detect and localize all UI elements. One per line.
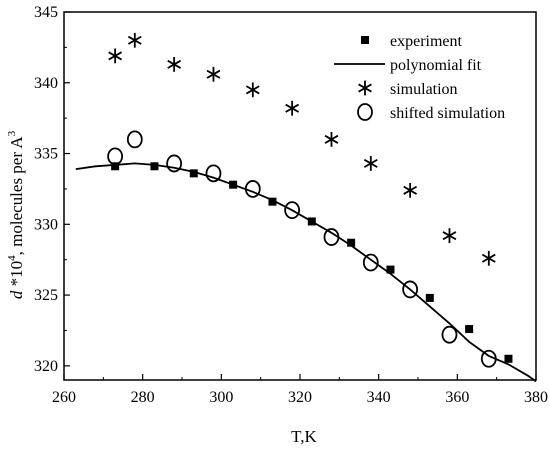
simulation-point	[363, 156, 378, 171]
x-tick-label: 380	[524, 389, 548, 406]
shifted-simulation-point	[362, 253, 379, 272]
simulation-point	[403, 182, 418, 198]
legend-label: polynomial fit	[390, 57, 482, 74]
experiment-point	[465, 325, 474, 334]
simulation-point	[324, 131, 339, 147]
shifted-simulation-point	[323, 228, 340, 246]
shifted-simulation-point	[166, 154, 183, 173]
legend-symbol-circle	[357, 103, 373, 121]
simulation-point	[285, 100, 300, 116]
shifted-simulation-point	[126, 130, 143, 149]
x-tick-label: 360	[445, 389, 469, 406]
simulation-point	[481, 250, 496, 266]
y-tick-label: 330	[34, 216, 58, 233]
y-axis-title: d *104, molecules per A3	[6, 130, 26, 299]
x-tick-label: 300	[209, 389, 233, 406]
shifted-simulation-point	[107, 147, 124, 166]
y-tick-label: 345	[34, 4, 58, 21]
y-axis-title-times: *10	[7, 261, 26, 291]
shifted-simulation-point	[402, 280, 419, 299]
legend-symbol-square	[361, 36, 369, 44]
series-shifted-simulation	[107, 130, 497, 368]
y-tick-label: 320	[34, 358, 58, 375]
shifted-simulation-point	[244, 180, 261, 198]
series-polynomial-fit	[75, 162, 537, 383]
y-axis-title-d: d	[7, 290, 26, 299]
legend-label: shifted simulation	[390, 105, 505, 122]
experiment-point	[504, 354, 513, 363]
legend-label: simulation	[390, 81, 458, 98]
x-tick-label: 340	[367, 389, 391, 406]
shifted-simulation-point	[205, 164, 222, 183]
simulation-point	[442, 228, 457, 244]
simulation-point	[245, 82, 260, 98]
series-simulation	[108, 32, 496, 266]
y-tick-label: 340	[34, 75, 58, 92]
legend-label: experiment	[390, 33, 463, 50]
x-axis-title: T,K	[291, 427, 317, 446]
x-tick-label: 260	[52, 389, 76, 406]
x-tick-label: 280	[131, 389, 155, 406]
simulation-point	[206, 66, 221, 82]
shifted-simulation-point	[480, 349, 497, 368]
simulation-point	[167, 56, 182, 72]
y-axis-title-exp2: 3	[6, 130, 18, 136]
simulation-point	[108, 48, 123, 64]
shifted-simulation-point	[284, 201, 301, 220]
y-axis-ticks: 320 325 330 335 340 345	[34, 4, 70, 375]
experiment-point	[425, 293, 434, 302]
x-tick-label: 320	[288, 389, 312, 406]
legend-symbol-asterisk	[358, 80, 372, 96]
shifted-simulation-point	[441, 325, 458, 344]
y-axis-title-rest: , molecules per A	[7, 136, 26, 256]
simulation-point	[127, 32, 142, 48]
y-axis-title-exp: 4	[6, 255, 18, 261]
experiment-point	[111, 162, 120, 171]
x-axis-ticks: 260 280 300 320 340 360 380	[52, 374, 548, 406]
fit-line	[75, 162, 537, 383]
plot-marks	[75, 32, 537, 383]
y-tick-label: 335	[34, 146, 58, 163]
series-experiment	[111, 162, 513, 363]
legend: experiment polynomial fit simulation shifte…	[334, 33, 505, 122]
y-tick-label: 325	[34, 287, 58, 304]
